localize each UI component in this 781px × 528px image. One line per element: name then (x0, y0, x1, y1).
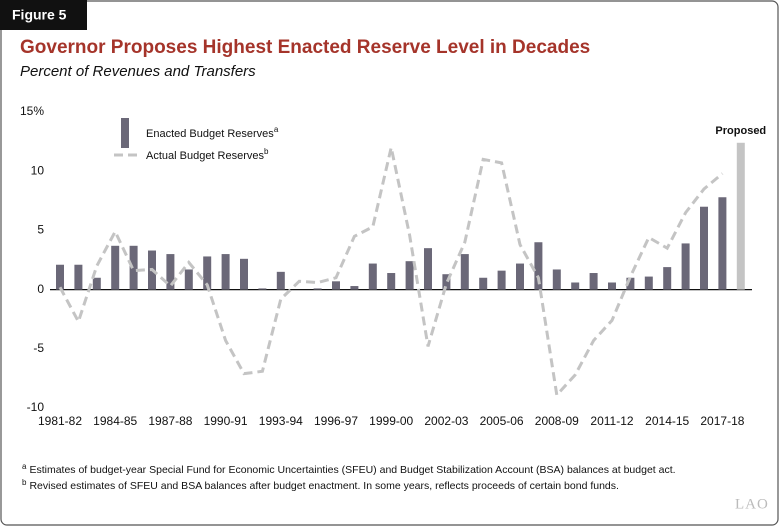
bar (368, 263, 377, 290)
bar (608, 282, 616, 290)
bar (681, 243, 690, 290)
proposed-label: Proposed (715, 125, 766, 137)
bar (589, 273, 598, 290)
bar (442, 274, 451, 290)
x-tick-label: 2014-15 (645, 414, 689, 428)
bar (258, 288, 267, 290)
legend-label: Enacted Budget Reservesa (146, 125, 279, 140)
legend-text: Enacted Budget Reserves (146, 128, 274, 140)
bar (56, 264, 64, 290)
figure-label: Figure 5 (12, 7, 67, 23)
footnote: b Revised estimates of SFEU and BSA balan… (22, 478, 619, 492)
bar (663, 267, 672, 290)
bar (405, 261, 414, 290)
legend-note: b (264, 147, 269, 156)
x-tick-label: 2017-18 (700, 414, 744, 428)
bar (332, 281, 340, 290)
bar (221, 254, 230, 290)
bar (387, 273, 396, 290)
chart-subtitle: Percent of Revenues and Transfers (20, 63, 256, 80)
bar (460, 254, 469, 290)
x-tick-label: 2011-12 (590, 414, 633, 428)
footnote-marker: a (22, 462, 27, 471)
bar (203, 256, 212, 290)
y-tick-label: 5 (37, 223, 44, 237)
chart-title: Governor Proposes Highest Enacted Reserv… (20, 37, 590, 58)
legend-text: Actual Budget Reserves (146, 150, 265, 162)
y-tick-label: -10 (27, 400, 45, 414)
bar (166, 254, 175, 290)
figure-tag (0, 0, 87, 30)
footnote-text: Revised estimates of SFEU and BSA balanc… (29, 480, 619, 492)
x-tick-label: 1993-94 (259, 414, 303, 428)
x-tick-label: 1996-97 (314, 414, 358, 428)
x-tick-label: 1984-85 (93, 414, 137, 428)
legend-note: a (274, 125, 279, 134)
bar (718, 197, 727, 290)
x-tick-label: 2002-03 (424, 414, 468, 428)
footnote: a Estimates of budget-year Special Fund f… (22, 462, 676, 476)
bar (92, 277, 101, 290)
x-tick-label: 2008-09 (535, 414, 579, 428)
bar (552, 269, 561, 290)
bar (700, 206, 708, 290)
footnote-marker: b (22, 478, 27, 487)
bar (516, 263, 524, 290)
footnote-text: Estimates of budget-year Special Fund fo… (29, 464, 675, 476)
x-tick-label: 2005-06 (480, 414, 524, 428)
bar (479, 277, 488, 290)
y-tick-label: 0 (37, 282, 44, 296)
bar (424, 248, 432, 290)
x-tick-label: 1999-00 (369, 414, 413, 428)
logo: LAO (735, 496, 769, 512)
y-tick-label: 10 (31, 163, 45, 177)
bar (240, 258, 248, 290)
bar (571, 282, 580, 290)
bar (534, 242, 543, 290)
bar (184, 269, 193, 290)
bar (497, 270, 506, 290)
bar (350, 286, 359, 290)
bar (313, 288, 322, 290)
x-tick-label: 1987-88 (148, 414, 192, 428)
x-tick-label: 1981-82 (38, 414, 82, 428)
legend-label: Actual Budget Reservesb (146, 147, 269, 162)
y-tick-label: 15% (20, 104, 44, 118)
bar (626, 277, 635, 290)
line (58, 147, 724, 399)
bar (644, 276, 653, 290)
bar (129, 245, 138, 290)
bar (111, 245, 120, 290)
x-tick-label: 1990-91 (204, 414, 248, 428)
proposed-bar (736, 142, 745, 290)
legend-bar (121, 118, 129, 148)
bar (74, 264, 83, 290)
y-tick-label: -5 (33, 341, 44, 355)
bar (276, 271, 285, 290)
